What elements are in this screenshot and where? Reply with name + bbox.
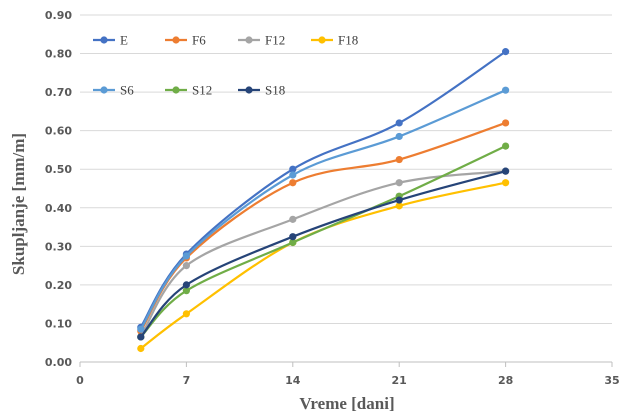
data-point-e (289, 165, 297, 173)
series-line-s18 (139, 170, 506, 338)
data-point-s18 (289, 233, 297, 241)
legend-marker-f12 (245, 36, 253, 44)
x-tick-label: 28 (498, 374, 513, 387)
legend-marker-f6 (172, 36, 180, 44)
y-tick-label: 0.70 (45, 86, 72, 99)
data-point-s12 (289, 238, 297, 247)
legend-marker-f18 (318, 36, 326, 44)
series-line-f12 (139, 170, 506, 338)
series-line-s6 (139, 89, 507, 330)
data-point-s6 (289, 171, 297, 179)
legend-label-s18: S18 (265, 83, 285, 98)
legend-marker-s6 (100, 86, 108, 94)
x-tick-label: 0 (76, 374, 84, 387)
axes (79, 361, 613, 367)
data-point-s6 (395, 132, 403, 141)
data-point-s18 (502, 167, 510, 175)
legend-label-e: E (120, 33, 128, 48)
data-point-e (395, 119, 403, 127)
data-point-s18 (182, 281, 190, 289)
y-tick-label: 0.90 (45, 9, 72, 22)
y-tick-label: 0.60 (45, 125, 72, 138)
y-tick-label: 0.80 (45, 48, 72, 61)
x-axis-title: Vreme [dani] (299, 394, 394, 413)
y-tick-label: 0.40 (45, 202, 72, 215)
data-point-f6 (289, 179, 297, 187)
data-point-f18 (395, 202, 403, 210)
legend-marker-e (100, 36, 108, 44)
legend-marker-s18 (245, 86, 253, 94)
legend-label-f12: F12 (265, 33, 285, 48)
y-tick-label: 0.00 (45, 356, 72, 369)
data-point-f12 (395, 179, 403, 187)
data-point-s12 (182, 287, 190, 295)
y-tick-label: 0.50 (45, 163, 72, 176)
y-tick-labels: 0.00 0.10 0.20 0.30 0.40 0.50 0.60 0.70 0.80 0.90 (45, 9, 72, 369)
x-tick-label: 21 (392, 374, 407, 387)
x-tick-labels: 0 7 14 21 28 35 (76, 374, 619, 387)
data-point-f6 (395, 155, 403, 164)
y-axis-title: Skupljanje [mm/m] (9, 133, 28, 275)
legend-label-f18: F18 (338, 33, 358, 48)
legend-marker-s12 (172, 86, 180, 94)
data-point-s6 (182, 252, 190, 260)
data-point-s18 (395, 196, 403, 204)
data-point-s12 (502, 142, 510, 150)
legend-label-s12: S12 (192, 83, 212, 98)
data-point-f12 (289, 215, 297, 223)
data-point-f12 (182, 262, 190, 270)
x-tick-label: 7 (183, 374, 191, 387)
data-point-s6 (502, 86, 510, 94)
data-point-f18 (502, 179, 510, 187)
data-point-f6 (502, 119, 510, 127)
y-tick-label: 0.10 (45, 317, 72, 330)
data-point-f18 (182, 310, 190, 318)
data-point-s6 (137, 325, 145, 333)
data-point-f18 (137, 344, 145, 353)
series-lines (137, 48, 510, 353)
x-tick-label: 35 (604, 374, 619, 387)
data-point-e (502, 48, 510, 56)
y-tick-label: 0.30 (45, 240, 72, 253)
legend: E F6 F12 F18 S6 S12 S18 (93, 33, 358, 98)
legend-label-f6: F6 (192, 33, 206, 48)
data-point-s18 (137, 333, 145, 341)
legend-label-s6: S6 (120, 83, 134, 98)
y-tick-label: 0.20 (45, 279, 72, 292)
x-tick-label: 14 (285, 374, 301, 387)
